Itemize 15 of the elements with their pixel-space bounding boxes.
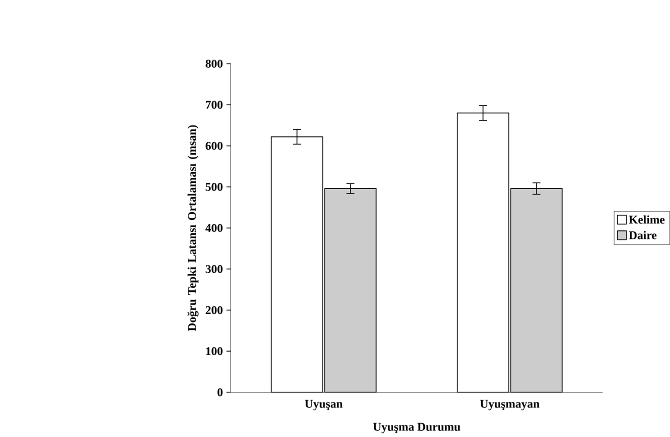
y-tick-label: 100 — [206, 347, 223, 356]
y-tick-label: 0 — [218, 388, 223, 396]
y-tick-label: 600 — [206, 142, 223, 150]
y-tick-label: 700 — [206, 101, 223, 109]
y-tick-label: 800 — [206, 60, 223, 68]
legend-label: Kelime — [628, 216, 665, 224]
y-tick-label: 200 — [206, 306, 223, 314]
x-tick-label: Uyuşmayan — [480, 400, 540, 410]
y-tick-label: 300 — [206, 265, 223, 274]
y-tick-label: 500 — [206, 183, 223, 192]
legend-label: Daire — [628, 231, 656, 240]
y-axis-title: Doğru Tepki Latansı Ortalaması (msan) — [188, 125, 198, 332]
y-tick-label: 400 — [205, 224, 223, 232]
x-tick-label: Uyuşan — [304, 400, 343, 410]
x-axis-title: Uyuşma Durumu — [373, 423, 460, 434]
